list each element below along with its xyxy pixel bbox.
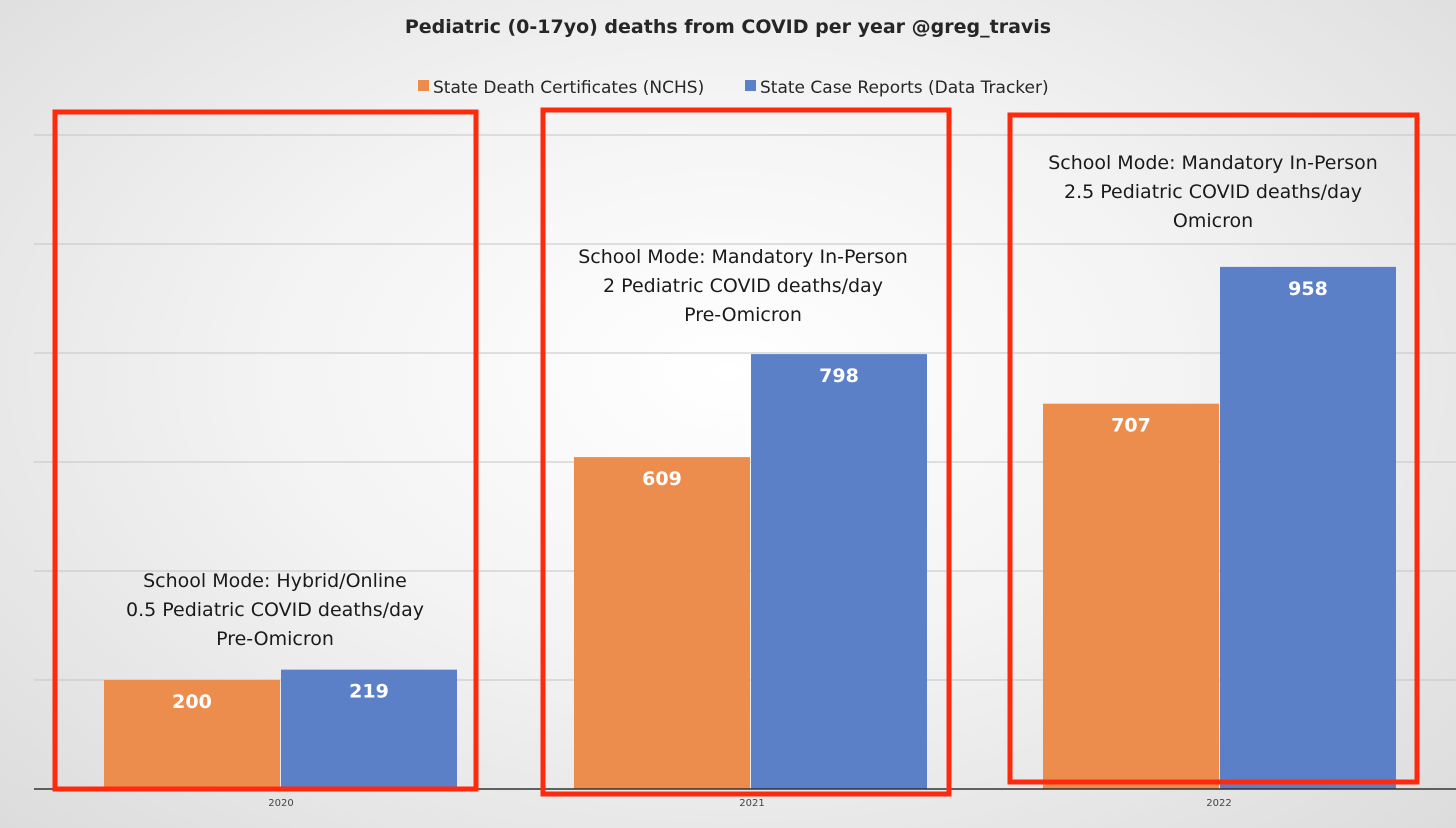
data-label-2020-series-1: 200 bbox=[172, 691, 212, 713]
x-tick-label-2022: 2022 bbox=[1206, 798, 1231, 809]
x-tick-label-2021: 2021 bbox=[739, 798, 764, 809]
annotation-2020: School Mode: Hybrid/Online 0.5 Pediatric … bbox=[126, 570, 424, 650]
annotations: School Mode: Hybrid/Online 0.5 Pediatric … bbox=[126, 152, 1378, 650]
highlight-box-2021 bbox=[540, 107, 952, 797]
highlight-boxes bbox=[52, 107, 1420, 797]
annotation-2022: School Mode: Mandatory In-Person 2.5 Pedi… bbox=[1048, 152, 1378, 232]
annotation-line: School Mode: Hybrid/Online bbox=[143, 570, 407, 592]
annotation-line: Omicron bbox=[1173, 210, 1253, 232]
legend-label-series-1: State Death Certificates (NCHS) bbox=[433, 78, 704, 98]
annotation-line: Pre-Omicron bbox=[684, 304, 802, 326]
annotation-line: 0.5 Pediatric COVID deaths/day bbox=[126, 599, 424, 621]
data-labels: 200 219 609 798 707 958 bbox=[172, 278, 1328, 713]
bar-2022-series-2 bbox=[1220, 266, 1396, 789]
bars bbox=[104, 266, 1396, 789]
bar-2022-series-1 bbox=[1043, 403, 1219, 789]
x-tick-label-2020: 2020 bbox=[268, 798, 293, 809]
legend-label-series-2: State Case Reports (Data Tracker) bbox=[760, 78, 1049, 98]
data-label-2021-series-2: 798 bbox=[819, 365, 859, 387]
bar-2020-series-1 bbox=[104, 680, 280, 789]
legend-swatch-series-2 bbox=[745, 80, 756, 91]
annotation-line: 2 Pediatric COVID deaths/day bbox=[603, 275, 883, 297]
annotation-line: School Mode: Mandatory In-Person bbox=[578, 246, 908, 268]
annotation-2021: School Mode: Mandatory In-Person 2 Pediat… bbox=[578, 246, 908, 326]
data-label-2021-series-1: 609 bbox=[642, 468, 682, 490]
bar-2021-series-1 bbox=[574, 457, 750, 789]
legend-swatch-series-1 bbox=[418, 80, 429, 91]
legend: State Death Certificates (NCHS) State Ca… bbox=[418, 78, 1049, 98]
chart-title: Pediatric (0-17yo) deaths from COVID per… bbox=[405, 16, 1051, 38]
data-label-2020-series-2: 219 bbox=[349, 681, 389, 703]
bar-2021-series-2 bbox=[751, 354, 927, 789]
category-labels: 2020 2021 2022 bbox=[268, 798, 1231, 809]
highlight-box-2020 bbox=[52, 109, 479, 792]
bar-2020-series-2 bbox=[281, 669, 457, 789]
annotation-line: Pre-Omicron bbox=[216, 628, 334, 650]
annotation-line: School Mode: Mandatory In-Person bbox=[1048, 152, 1378, 174]
data-label-2022-series-1: 707 bbox=[1111, 415, 1151, 437]
annotation-line: 2.5 Pediatric COVID deaths/day bbox=[1064, 181, 1362, 203]
data-label-2022-series-2: 958 bbox=[1288, 278, 1328, 300]
highlight-box-2022 bbox=[1007, 112, 1420, 785]
